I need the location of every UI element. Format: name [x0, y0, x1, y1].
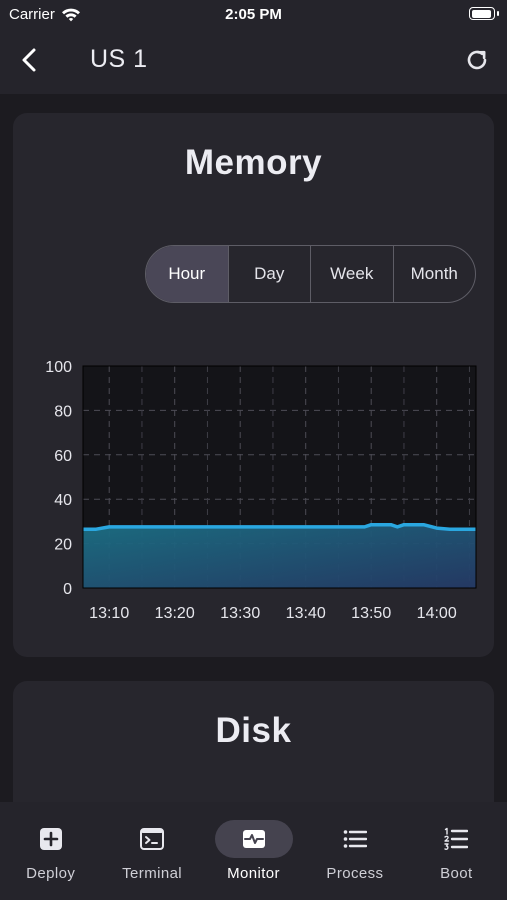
refresh-button[interactable]: [461, 44, 493, 76]
tab-deploy[interactable]: Deploy: [0, 802, 101, 900]
y-tick-label: 20: [54, 537, 72, 554]
x-tick-label: 14:00: [417, 605, 457, 622]
pulse-icon: [242, 830, 265, 848]
list-icon: [343, 830, 367, 848]
wifi-icon: [61, 8, 80, 22]
carrier-label: Carrier: [9, 6, 55, 23]
back-button[interactable]: [14, 44, 46, 76]
chevron-left-icon: [22, 48, 36, 72]
x-tick-label: 13:10: [89, 605, 129, 622]
tab-terminal[interactable]: Terminal: [101, 802, 202, 900]
tab-boot[interactable]: Boot: [406, 802, 507, 900]
segment-week[interactable]: Week: [310, 246, 393, 302]
x-tick-label: 13:50: [351, 605, 391, 622]
battery-icon: [469, 7, 499, 20]
tab-bar: Deploy Terminal Monitor Process: [0, 802, 507, 900]
y-tick-label: 0: [63, 581, 72, 598]
y-tick-label: 40: [54, 492, 72, 509]
disk-title: Disk: [215, 711, 292, 750]
memory-chart: 0 20 40 60 80 100 13:10 13:20 13:30 13:40 13:50 14:…: [45, 359, 477, 622]
y-tick-label: 100: [45, 359, 72, 376]
numbered-list-icon: [444, 827, 469, 851]
memory-title: Memory: [184, 143, 323, 182]
y-tick-label: 60: [54, 448, 72, 465]
tab-label: Monitor: [227, 865, 280, 882]
plus-square-icon: [39, 828, 62, 850]
status-bar: Carrier 2:05 PM: [0, 0, 507, 28]
tab-label: Boot: [440, 865, 473, 882]
time-range-selector: Hour Day Week Month: [145, 245, 476, 303]
tab-label: Deploy: [26, 865, 76, 882]
status-time: 2:05 PM: [225, 6, 282, 23]
memory-area: [83, 524, 476, 588]
plot-border: [82, 365, 477, 589]
nav-bar: US 1: [0, 28, 507, 94]
page-title: US 1: [90, 45, 148, 73]
tab-monitor[interactable]: Monitor: [203, 802, 304, 900]
refresh-icon: [467, 50, 487, 70]
x-tick-label: 13:20: [155, 605, 195, 622]
terminal-icon: [140, 828, 165, 850]
segment-month[interactable]: Month: [392, 246, 476, 302]
status-left: Carrier: [9, 6, 81, 23]
tab-label: Terminal: [122, 865, 183, 882]
x-tick-label: 13:40: [286, 605, 326, 622]
memory-line: [83, 522, 476, 531]
x-tick-label: 13:30: [220, 605, 260, 622]
y-tick-label: 80: [54, 403, 72, 420]
segment-day[interactable]: Day: [227, 246, 311, 302]
segment-hour[interactable]: Hour: [146, 246, 228, 302]
tab-label: Process: [326, 865, 384, 882]
tab-process[interactable]: Process: [304, 802, 405, 900]
memory-card: Memory Hour Day Week Month 0 20 40 60 80 100 1…: [13, 113, 494, 657]
